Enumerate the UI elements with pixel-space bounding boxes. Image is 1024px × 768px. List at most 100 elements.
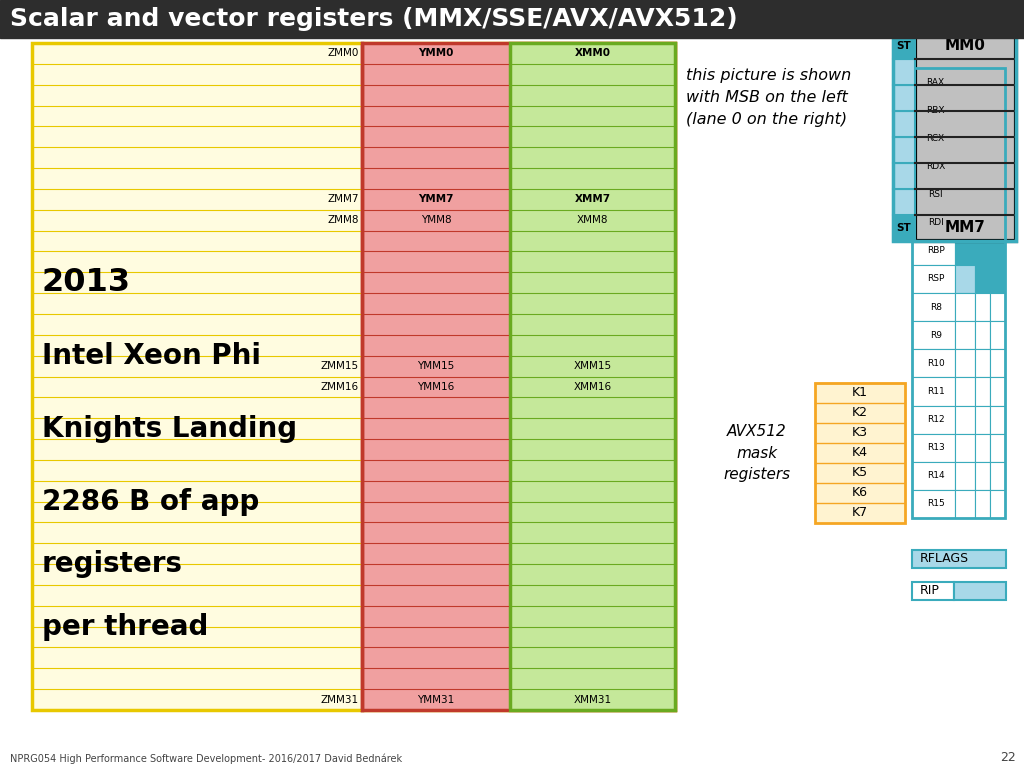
Bar [955, 293, 975, 321]
Bar [990, 462, 1005, 490]
Bar [990, 321, 1005, 349]
Bar [912, 124, 955, 152]
Text: R10: R10 [927, 359, 944, 368]
Text: R13: R13 [927, 443, 944, 452]
Bar [975, 406, 990, 434]
Bar [912, 209, 955, 237]
Bar [955, 96, 975, 124]
Text: Intel Xeon Phi: Intel Xeon Phi [42, 342, 261, 369]
Bar [955, 265, 975, 293]
Bar [893, 163, 915, 189]
Text: RSI: RSI [929, 190, 943, 199]
Text: XMM16: XMM16 [573, 382, 611, 392]
Bar [955, 124, 975, 152]
Text: Scalar and vector registers (MMX/SSE/AVX/AVX512): Scalar and vector registers (MMX/SSE/AVX… [10, 7, 737, 31]
Text: MM7: MM7 [945, 220, 986, 236]
Text: R9: R9 [930, 331, 942, 339]
Text: R14: R14 [927, 472, 944, 480]
Text: RBX: RBX [927, 106, 945, 114]
Bar [32, 43, 675, 710]
Text: ZMM16: ZMM16 [321, 382, 359, 392]
Bar [990, 68, 1005, 96]
Text: YMM7: YMM7 [418, 194, 454, 204]
Text: YMM16: YMM16 [418, 382, 455, 392]
Bar [912, 68, 955, 96]
Bar [912, 490, 955, 518]
Bar [990, 293, 1005, 321]
Bar [955, 209, 975, 237]
Bar [975, 377, 990, 406]
Text: R15: R15 [927, 499, 944, 508]
Bar [975, 293, 990, 321]
Bar [975, 462, 990, 490]
Bar [955, 462, 975, 490]
Text: ZMM0: ZMM0 [328, 48, 359, 58]
Bar [990, 349, 1005, 377]
Text: RDI: RDI [928, 218, 943, 227]
Bar [912, 96, 955, 124]
Bar [975, 124, 990, 152]
Bar [990, 209, 1005, 237]
Bar [893, 189, 915, 215]
Bar [893, 137, 915, 163]
Text: ZMM7: ZMM7 [328, 194, 359, 204]
Text: RBP: RBP [927, 247, 944, 255]
Bar [912, 377, 955, 406]
Bar [975, 209, 990, 237]
Bar [912, 321, 955, 349]
Bar [955, 349, 975, 377]
Bar [510, 43, 675, 710]
Bar [955, 68, 975, 96]
Bar [975, 349, 990, 377]
Bar [912, 582, 954, 600]
Text: K7: K7 [852, 507, 868, 519]
Text: Knights Landing: Knights Landing [42, 415, 297, 442]
Bar [912, 152, 955, 180]
Bar [955, 490, 975, 518]
Text: per thread: per thread [42, 613, 208, 641]
Bar [975, 237, 990, 265]
Text: ZMM31: ZMM31 [321, 694, 359, 704]
Text: NPRG054 High Performance Software Development- 2016/2017 David Bednárek: NPRG054 High Performance Software Develo… [10, 753, 402, 764]
Text: K3: K3 [852, 426, 868, 439]
Bar [815, 383, 905, 523]
Text: this picture is shown
with MSB on the left
(lane 0 on the right): this picture is shown with MSB on the le… [686, 68, 851, 127]
Text: RCX: RCX [927, 134, 945, 143]
Text: R8: R8 [930, 303, 942, 312]
Bar [975, 96, 990, 124]
Text: XMM0: XMM0 [574, 48, 610, 58]
Text: K5: K5 [852, 466, 868, 479]
Bar [975, 434, 990, 462]
Text: K6: K6 [852, 486, 868, 499]
Bar [975, 490, 990, 518]
Bar [0, 0, 1024, 38]
Text: ZMM8: ZMM8 [328, 215, 359, 225]
Text: ST: ST [897, 41, 911, 51]
Text: ST: ST [897, 223, 911, 233]
Text: RAX: RAX [927, 78, 945, 87]
Bar [990, 237, 1005, 265]
Text: K4: K4 [852, 446, 868, 459]
Text: XMM31: XMM31 [573, 694, 611, 704]
Bar [912, 406, 955, 434]
Text: MM0: MM0 [945, 38, 986, 54]
Text: AVX512
mask
registers: AVX512 mask registers [723, 425, 791, 482]
Bar [990, 265, 1005, 293]
Bar [990, 152, 1005, 180]
Text: YMM15: YMM15 [418, 361, 455, 371]
Bar [955, 180, 975, 209]
Bar [975, 152, 990, 180]
Bar [893, 33, 915, 59]
Bar [362, 43, 675, 710]
Bar [893, 59, 915, 85]
Bar [912, 349, 955, 377]
Bar [990, 124, 1005, 152]
Bar [955, 152, 975, 180]
Bar [990, 490, 1005, 518]
Text: R12: R12 [927, 415, 944, 424]
Bar [990, 377, 1005, 406]
Bar [975, 321, 990, 349]
Text: YMM31: YMM31 [418, 694, 455, 704]
Bar [912, 293, 955, 321]
Bar [915, 33, 1016, 241]
